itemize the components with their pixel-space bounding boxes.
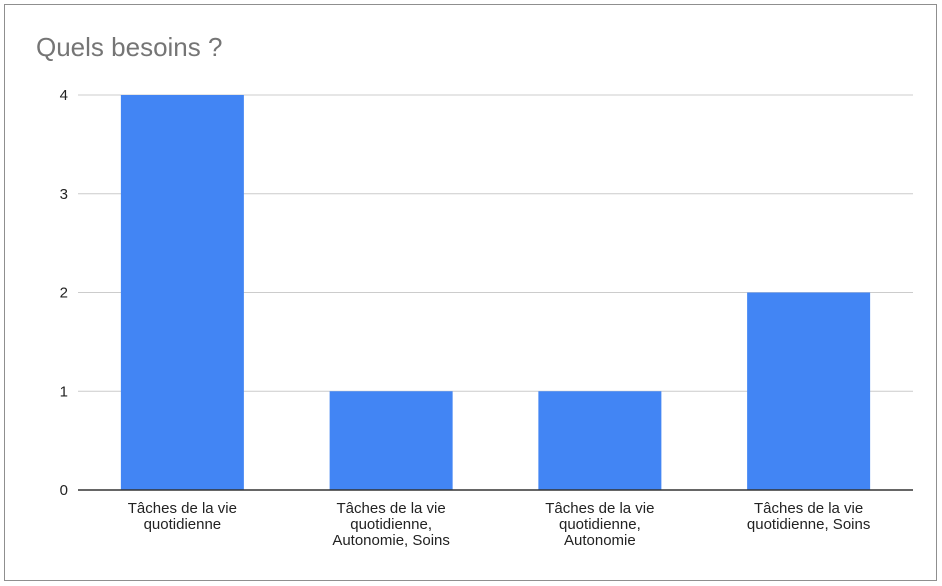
x-tick-label-line: Tâches de la vie <box>337 500 446 517</box>
x-tick-label: Tâches de la vie quotidienne, Autonomie <box>545 500 654 549</box>
x-tick-label-line: Autonomie, Soins <box>332 532 450 549</box>
x-tick-label-line: quotidienne, <box>350 516 432 533</box>
x-tick-label: Tâches de la vie quotidienne, Soins <box>747 500 870 533</box>
x-tick-label-line: Tâches de la vie <box>754 500 863 517</box>
y-tick-label: 3 <box>60 186 68 203</box>
bar <box>747 292 871 490</box>
x-tick-label-line: quotidienne <box>144 516 222 533</box>
x-tick-label: Tâches de la vie quotidienne, Autonomie, S… <box>332 500 450 549</box>
x-tick-label-line: Tâches de la vie <box>128 500 237 517</box>
x-tick-label-line: quotidienne, <box>559 516 641 533</box>
y-tick-label: 2 <box>60 285 68 302</box>
bar <box>120 95 244 490</box>
x-tick-label-line: Tâches de la vie <box>545 500 654 517</box>
y-tick-label: 1 <box>60 383 68 400</box>
x-tick-label-line: quotidienne, Soins <box>747 516 870 533</box>
y-tick-label: 4 <box>60 87 68 104</box>
y-tick-label: 0 <box>60 482 68 499</box>
bar <box>538 391 662 490</box>
chart-title: Quels besoins ? <box>36 32 223 62</box>
x-tick-label-line: Autonomie <box>564 532 636 549</box>
x-tick-label: Tâches de la vie quotidienne <box>128 500 237 533</box>
bar <box>329 391 453 490</box>
